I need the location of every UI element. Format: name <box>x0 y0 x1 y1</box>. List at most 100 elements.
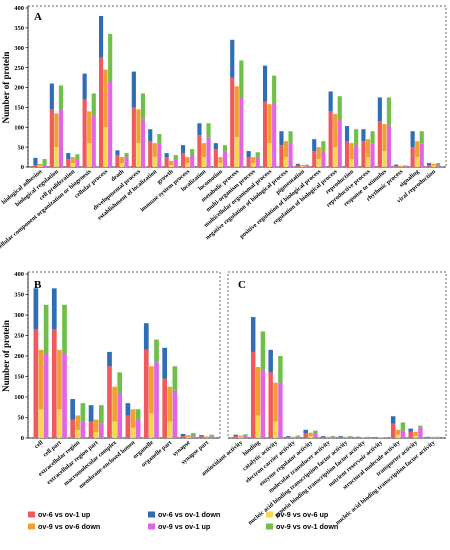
bar-ov-9-vs-ov-1-down <box>190 149 195 156</box>
bar-ov-9-vs-ov-6-up <box>167 421 173 438</box>
bar-ov-9-vs-ov-1-up <box>337 120 342 167</box>
bar-ov-9-vs-ov-6-up <box>38 409 44 438</box>
bar-ov-9-vs-ov-6-down <box>251 157 256 164</box>
y-tick-label: 350 <box>14 25 24 32</box>
bar-ov-9-vs-ov-1-up <box>365 437 371 438</box>
bar-ov-9-vs-ov-1-up <box>190 155 195 167</box>
bar-ov-6-vs-ov-1-up <box>49 109 54 167</box>
bar-ov-9-vs-ov-1-down <box>260 331 266 371</box>
bar-ov-9-vs-ov-1-up <box>222 151 228 167</box>
bar-ov-9-vs-ov-6-down <box>201 143 207 158</box>
bar-ov-9-vs-ov-1-up <box>42 165 47 167</box>
legend-label: ov-9 vs ov-6 up <box>276 510 329 519</box>
bar-ov-6-vs-ov-1-up <box>285 436 291 438</box>
bar-ov-9-vs-ov-1-down <box>58 85 64 110</box>
bar-ov-9-vs-ov-1-up <box>288 143 293 167</box>
bar-ov-9-vs-ov-6-up <box>87 143 92 167</box>
bar-ov-6-vs-ov-1-up <box>328 111 333 167</box>
bar-ov-9-vs-ov-1-up <box>348 436 353 438</box>
bar-ov-6-vs-ov-1-down <box>268 349 273 373</box>
y-tick-label: 400 <box>14 271 24 278</box>
bar-ov-9-vs-ov-6-down <box>290 436 296 438</box>
bar-ov-6-vs-ov-1-down <box>82 73 87 100</box>
bar-ov-9-vs-ov-6-up <box>308 435 313 438</box>
bar-ov-6-vs-ov-1-up <box>338 436 343 438</box>
bar-ov-9-vs-ov-6-down <box>343 436 348 438</box>
bar-ov-9-vs-ov-6-down <box>87 111 92 144</box>
bar-ov-9-vs-ov-1-up <box>272 103 277 167</box>
legend-swatch <box>148 523 155 530</box>
bar-ov-9-vs-ov-1-up <box>260 370 266 438</box>
bar-ov-6-vs-ov-1-up <box>180 153 186 167</box>
bar-ov-6-vs-ov-1-down <box>33 288 39 330</box>
bar-ov-9-vs-ov-1-down <box>436 163 441 166</box>
legend-swatch <box>266 523 273 530</box>
bar-ov-6-vs-ov-1-down <box>344 126 350 142</box>
legend-swatch <box>28 523 35 530</box>
bar-ov-6-vs-ov-1-up <box>361 141 366 167</box>
bar-ov-9-vs-ov-1-up <box>243 435 248 438</box>
bar-ov-9-vs-ov-1-up <box>108 81 113 167</box>
bar-ov-9-vs-ov-1-up <box>135 419 141 438</box>
bar-ov-9-vs-ov-1-up <box>239 97 244 167</box>
bar-ov-9-vs-ov-1-up <box>190 436 196 438</box>
bar-ov-6-vs-ov-1-up <box>394 166 399 167</box>
bar-ov-6-vs-ov-1-down <box>88 405 94 422</box>
bar-ov-9-vs-ov-1-down <box>348 435 353 437</box>
bar-ov-9-vs-ov-6-down <box>54 113 59 148</box>
bar-ov-9-vs-ov-6-up <box>283 157 289 167</box>
bar-ov-9-vs-ov-6-up <box>413 435 418 438</box>
bar-ov-9-vs-ov-1-down <box>135 409 141 420</box>
bar-ov-6-vs-ov-1-down <box>408 428 413 432</box>
bar-ov-9-vs-ov-6-down <box>38 349 44 410</box>
bar-ov-9-vs-ov-6-up <box>273 421 278 438</box>
y-tick-label: 300 <box>14 45 24 52</box>
bar-ov-9-vs-ov-6-up <box>255 415 261 438</box>
bar-ov-9-vs-ov-6-up <box>57 409 62 438</box>
bar-ov-9-vs-ov-1-down <box>370 131 375 144</box>
bar-ov-9-vs-ov-1-up <box>117 392 123 438</box>
y-tick-label: 0 <box>21 164 24 171</box>
bar-ov-9-vs-ov-6-up <box>149 413 154 438</box>
bar-ov-9-vs-ov-6-down <box>204 436 209 438</box>
bar-ov-9-vs-ov-6-down <box>283 141 289 158</box>
bar-ov-9-vs-ov-1-down <box>418 425 423 428</box>
bar-ov-9-vs-ov-6-up <box>238 437 243 438</box>
bar-ov-6-vs-ov-1-down <box>107 351 112 367</box>
bar-ov-6-vs-ov-1-up <box>98 57 104 167</box>
bar-ov-6-vs-ov-1-up <box>162 378 168 438</box>
bar-ov-6-vs-ov-1-up <box>303 433 308 438</box>
bar-ov-9-vs-ov-1-down <box>206 123 211 138</box>
y-axis-label: Number of protein <box>1 320 11 392</box>
legend-swatch <box>28 511 35 518</box>
bar-ov-6-vs-ov-1-up <box>246 157 251 167</box>
bar-ov-9-vs-ov-6-down <box>273 382 278 422</box>
y-tick-label: 250 <box>14 333 24 340</box>
bar-ov-9-vs-ov-1-up <box>154 362 159 438</box>
bar-ov-9-vs-ov-6-up <box>267 143 272 167</box>
bar-ov-9-vs-ov-1-down <box>330 435 336 437</box>
bar-ov-9-vs-ov-6-down <box>185 157 190 164</box>
bar-ov-6-vs-ov-1-up <box>390 423 396 438</box>
bar-ov-9-vs-ov-1-down <box>62 304 67 354</box>
bar-ov-6-vs-ov-1-down <box>199 435 204 437</box>
bar-ov-9-vs-ov-6-up <box>382 151 387 167</box>
bar-ov-9-vs-ov-6-down <box>103 69 108 128</box>
bar-ov-9-vs-ov-1-down <box>354 129 359 146</box>
bar-ov-9-vs-ov-6-down <box>57 349 62 410</box>
bar-ov-6-vs-ov-1-down <box>390 416 396 424</box>
bar-ov-6-vs-ov-1-up <box>107 366 112 438</box>
bar-ov-9-vs-ov-6-down <box>152 143 157 158</box>
bar-ov-9-vs-ov-6-down <box>413 431 418 436</box>
bar-ov-6-vs-ov-1-up <box>199 436 204 438</box>
bar-ov-9-vs-ov-6-up <box>75 429 81 438</box>
bar-ov-6-vs-ov-1-up <box>180 435 186 438</box>
bar-ov-6-vs-ov-1-up <box>279 145 284 167</box>
bar-ov-9-vs-ov-1-up <box>98 423 104 438</box>
bar-ov-9-vs-ov-1-down <box>43 304 49 354</box>
bar-ov-6-vs-ov-1-up <box>197 135 202 167</box>
bar-ov-9-vs-ov-6-down <box>75 415 81 430</box>
bar-ov-9-vs-ov-6-up <box>415 157 420 167</box>
bar-ov-6-vs-ov-1-up <box>88 421 94 438</box>
bar-ov-6-vs-ov-1-down <box>279 131 284 146</box>
